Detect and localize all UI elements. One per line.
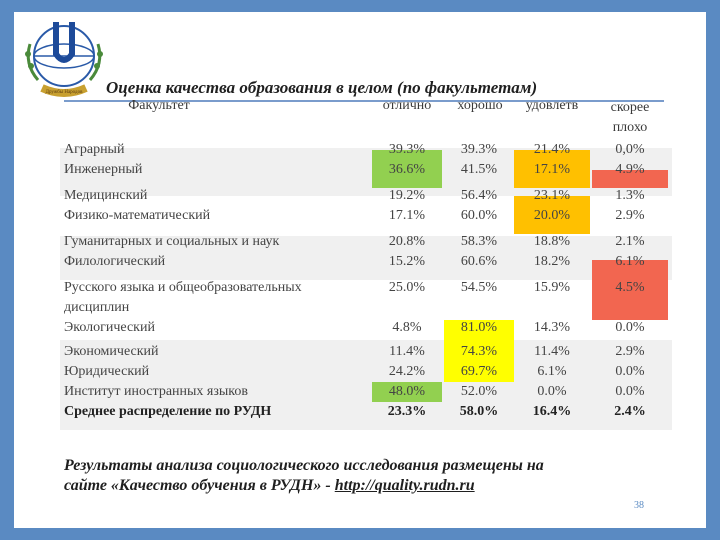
- highlight-cell: [444, 320, 514, 342]
- average-label: Среднее распределение по РУДН: [64, 404, 272, 419]
- slide-title: Оценка качества образования в целом (по …: [106, 78, 538, 97]
- university-logo: Дружбы Народов: [25, 22, 103, 97]
- header-rather-poor: скорее плохо: [592, 98, 668, 138]
- highlight-cell: [372, 150, 442, 188]
- value-cell: 60.6%: [460, 254, 498, 269]
- value-cell: 11.4%: [389, 344, 425, 359]
- slide: Дружбы Народов Оценка качества образован…: [14, 12, 706, 528]
- value-cell: 21.4%: [533, 142, 571, 157]
- value-cell: 25.0%: [388, 280, 426, 295]
- value-cell: 1.3%: [615, 188, 645, 203]
- faculty-label: Экономический: [64, 344, 159, 359]
- value-cell: 0.0%: [615, 320, 645, 335]
- header-rather-poor-line2: плохо: [612, 120, 648, 135]
- svg-text:Дружбы Народов: Дружбы Народов: [46, 90, 84, 95]
- value-cell: 15.9%: [533, 280, 571, 295]
- value-cell: 2.1%: [615, 234, 645, 249]
- header-rather-poor-line1: скорее: [610, 100, 650, 115]
- value-cell: 2.9%: [615, 344, 645, 359]
- faculty-label-cont: дисциплин: [64, 300, 130, 315]
- value-cell: 58.3%: [460, 234, 498, 249]
- value-cell: 60.0%: [460, 208, 498, 223]
- value-cell: 0.0%: [615, 384, 645, 399]
- footer-line2: сайте «Качество обучения в РУДН» - http:…: [64, 476, 664, 496]
- value-cell: 58.0%: [459, 404, 499, 419]
- faculty-label: Аграрный: [64, 142, 125, 157]
- value-cell: 17.1%: [533, 162, 571, 177]
- value-cell: 36.6%: [388, 162, 426, 177]
- value-cell: 56.4%: [460, 188, 498, 203]
- value-cell: 18.8%: [533, 234, 571, 249]
- highlight-cell: [592, 278, 668, 320]
- value-cell: 48.0%: [388, 384, 426, 399]
- faculty-label: Филологический: [64, 254, 166, 269]
- value-cell: 23.3%: [387, 404, 427, 419]
- value-cell: 11.4%: [534, 344, 570, 359]
- value-cell: 52.0%: [460, 384, 498, 399]
- faculty-label: Юридический: [64, 364, 150, 379]
- value-cell: 0.0%: [615, 364, 645, 379]
- header-excellent: отлично: [382, 98, 432, 113]
- faculty-label: Экологический: [64, 320, 155, 335]
- header-faculty: Факультет: [128, 98, 190, 113]
- highlight-cell: [514, 196, 590, 234]
- value-cell: 6.1%: [537, 364, 567, 379]
- value-cell: 54.5%: [460, 280, 498, 295]
- value-cell: 15.2%: [388, 254, 426, 269]
- faculty-label: Медицинский: [64, 188, 148, 203]
- value-cell: 14.3%: [533, 320, 571, 335]
- value-cell: 0.0%: [537, 384, 567, 399]
- value-cell: 17.1%: [388, 208, 426, 223]
- highlight-cell: [444, 342, 514, 382]
- quality-link[interactable]: http://quality.rudn.ru: [334, 477, 475, 494]
- faculty-label: Физико-математический: [64, 208, 211, 223]
- value-cell: 2.4%: [614, 404, 646, 419]
- highlight-cell: [372, 382, 442, 402]
- value-cell: 39.3%: [460, 142, 498, 157]
- highlight-cell: [592, 170, 668, 188]
- value-cell: 4.5%: [615, 280, 645, 295]
- row-band: [60, 340, 672, 430]
- value-cell: 4.8%: [392, 320, 422, 335]
- value-cell: 41.5%: [460, 162, 498, 177]
- footer-note: Результаты анализа социологического иссл…: [64, 456, 664, 496]
- footer-line1: Результаты анализа социологического иссл…: [64, 457, 544, 474]
- faculty-label: Инженерный: [64, 162, 143, 177]
- faculty-label: Гуманитарных и социальных и наук: [64, 234, 280, 249]
- value-cell: 19.2%: [388, 188, 426, 203]
- value-cell: 23.1%: [533, 188, 571, 203]
- row-band: [60, 236, 672, 280]
- value-cell: 2.9%: [615, 208, 645, 223]
- header-satisfactory: удовлетв: [525, 98, 579, 113]
- value-cell: 0,0%: [615, 142, 645, 157]
- footer-line2-text: сайте «Качество обучения в РУДН» -: [64, 477, 335, 494]
- header-divider: [64, 100, 664, 102]
- value-cell: 39.3%: [388, 142, 426, 157]
- value-cell: 6.1%: [615, 254, 645, 269]
- header-good: хорошо: [457, 98, 503, 113]
- value-cell: 74.3%: [460, 344, 498, 359]
- value-cell: 18.2%: [533, 254, 571, 269]
- highlight-cell: [592, 260, 668, 278]
- value-cell: 16.4%: [532, 404, 572, 419]
- value-cell: 20.8%: [388, 234, 426, 249]
- value-cell: 81.0%: [460, 320, 498, 335]
- highlight-cell: [514, 150, 590, 188]
- value-cell: 24.2%: [388, 364, 426, 379]
- page-number: 38: [634, 500, 644, 511]
- faculty-label: Институт иностранных языков: [64, 384, 248, 399]
- value-cell: 4.9%: [615, 162, 645, 177]
- value-cell: 20.0%: [533, 208, 571, 223]
- value-cell: 69.7%: [460, 364, 498, 379]
- faculty-label: Русского языка и общеобразовательных: [64, 280, 302, 295]
